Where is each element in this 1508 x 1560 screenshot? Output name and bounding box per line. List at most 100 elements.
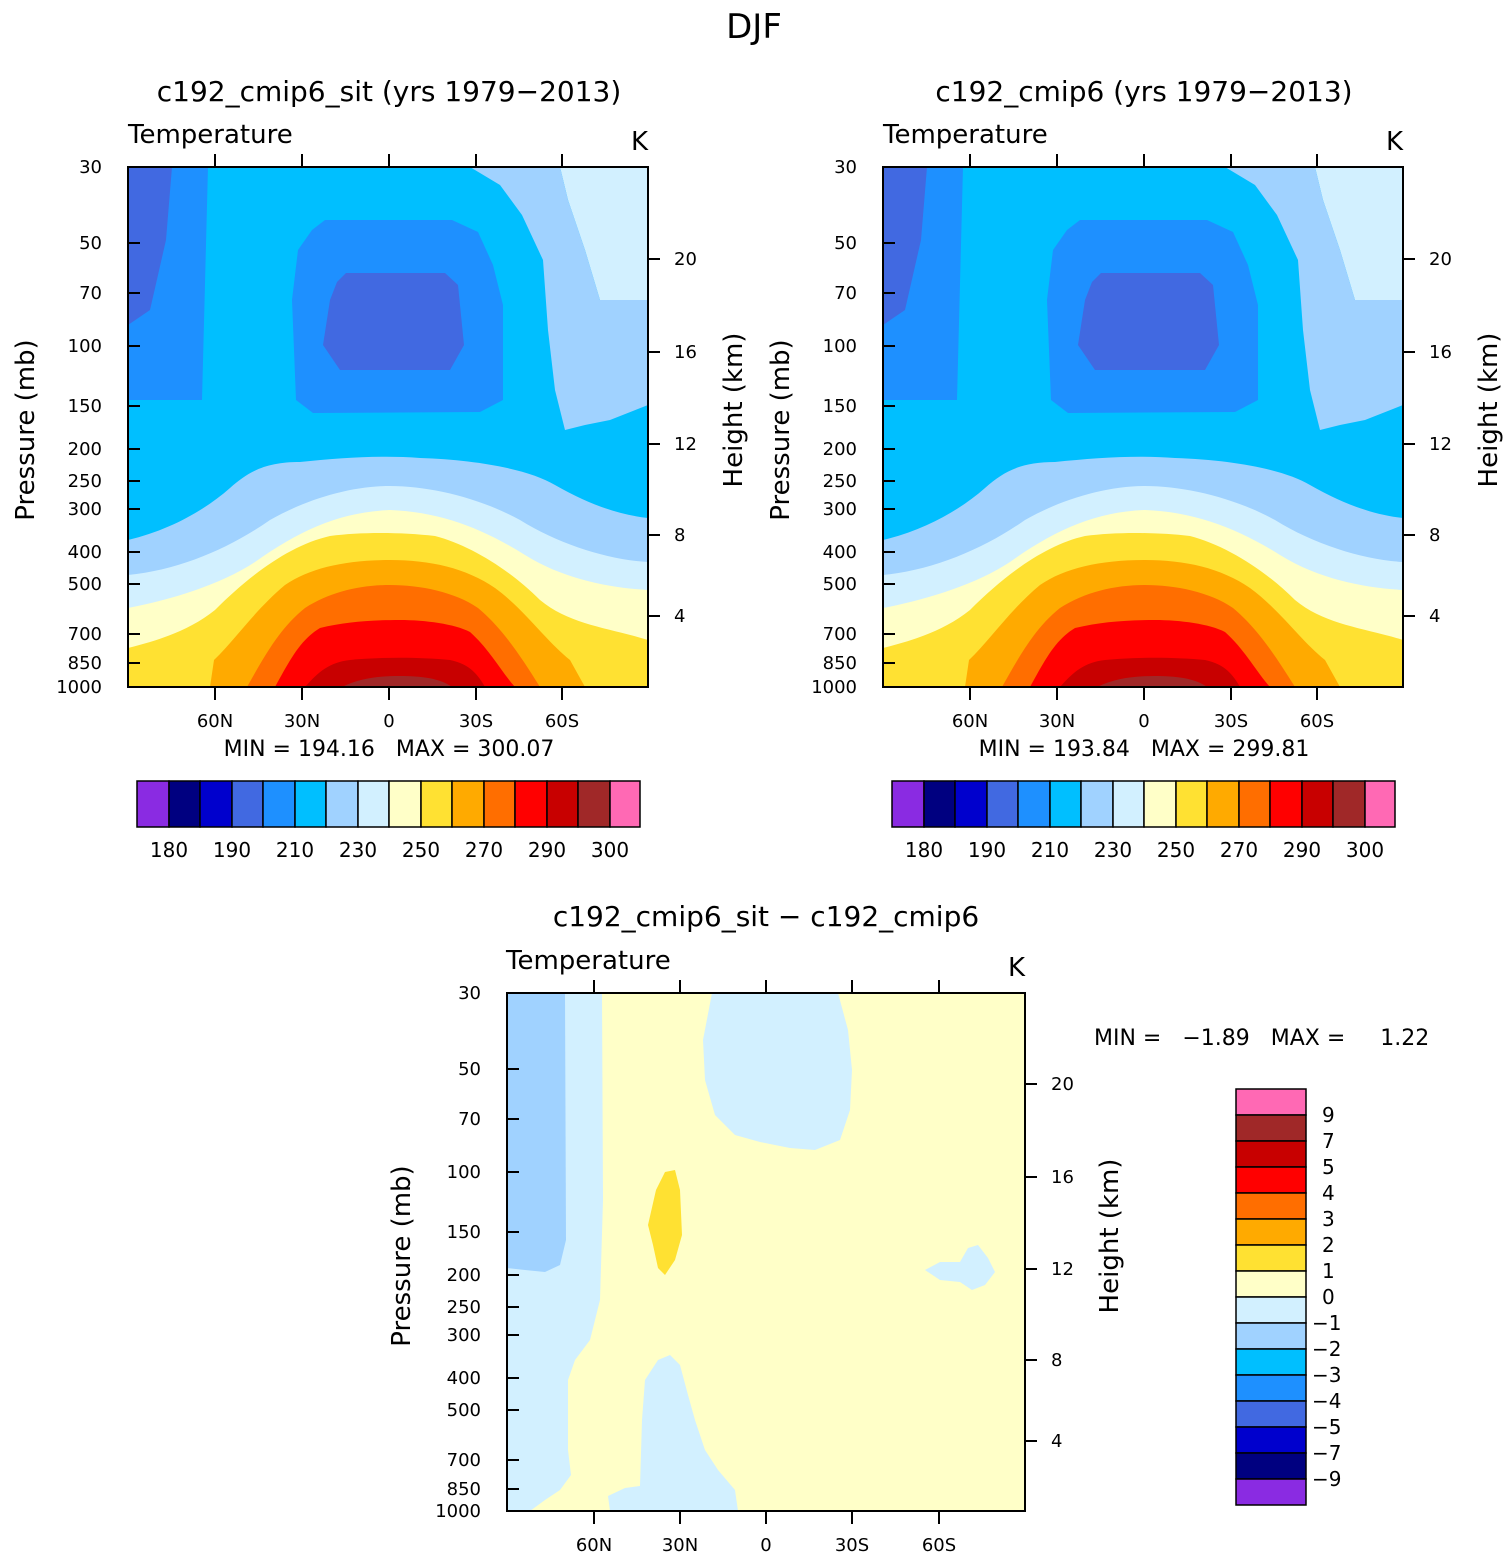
panel-2-units: K <box>1386 127 1404 157</box>
colorbar-label: 230 <box>1094 838 1132 862</box>
panel-2-subtitle: Temperature <box>882 120 1048 150</box>
colorbar-swatch <box>262 780 296 828</box>
colorbar-swatch <box>1235 1452 1307 1480</box>
panel-2-tick-marks <box>883 154 1415 700</box>
contour-band <box>342 676 452 687</box>
pressure-tick-label: 100 <box>68 336 102 357</box>
panel-2-stats: MIN = 193.84 MAX = 299.81 <box>979 737 1310 762</box>
contour-band <box>1060 657 1240 687</box>
lat-tick-label: 30S <box>459 711 493 732</box>
colorbar-label: 5 <box>1322 1155 1335 1179</box>
pressure-tick-label: 30 <box>834 157 857 178</box>
panel-1-stats: MIN = 194.16 MAX = 300.07 <box>224 737 555 762</box>
panel-1-title: c192_cmip6_sit (yrs 1979−2013) <box>157 75 622 108</box>
colorbar-label: −2 <box>1312 1337 1341 1361</box>
colorbar-label: 250 <box>402 838 440 862</box>
height-tick-label: 4 <box>1429 606 1440 627</box>
panel-2-colorbar <box>891 780 1396 828</box>
panel-3-y2label: Height (km) <box>1095 1159 1125 1314</box>
colorbar-swatch <box>1235 1270 1307 1298</box>
pressure-tick-label: 1000 <box>56 677 102 698</box>
panel-1-height-labels: 20 16 12 8 4 <box>674 249 697 627</box>
pressure-tick-label: 250 <box>68 471 102 492</box>
contour-band <box>925 1245 995 1290</box>
pressure-tick-label: 850 <box>823 653 857 674</box>
colorbar-swatch <box>1235 1374 1307 1402</box>
panel-2-colorbar-labels: 180 190 210 230 250 270 290 300 <box>905 838 1384 862</box>
lat-tick-label: 30S <box>835 1535 869 1556</box>
height-tick-label: 20 <box>1429 249 1452 270</box>
panel-3-contour-fills <box>507 993 1025 1511</box>
contour-band <box>507 993 566 1272</box>
colorbar-label: −7 <box>1312 1441 1341 1465</box>
pressure-tick-label: 500 <box>447 1400 481 1421</box>
colorbar-label: −5 <box>1312 1415 1341 1439</box>
pressure-tick-label: 700 <box>823 624 857 645</box>
height-tick-label: 16 <box>1051 1167 1074 1188</box>
colorbar-label: 180 <box>905 838 943 862</box>
panel-3-colorbar <box>1235 1088 1307 1506</box>
colorbar-swatch <box>451 780 485 828</box>
lat-tick-label: 30S <box>1214 711 1248 732</box>
colorbar-swatch <box>199 780 233 828</box>
colorbar-swatch <box>483 780 516 828</box>
panel-1-ylabel: Pressure (mb) <box>11 339 41 520</box>
colorbar-swatch <box>1017 780 1051 828</box>
lat-tick-label: 60S <box>922 1535 956 1556</box>
panel-3-stats: MIN = −1.89 MAX = 1.22 <box>1094 1026 1429 1051</box>
colorbar-label: 230 <box>339 838 377 862</box>
colorbar-label: 210 <box>276 838 314 862</box>
colorbar-swatch <box>1235 1244 1307 1272</box>
height-tick-label: 12 <box>1051 1259 1074 1280</box>
pressure-tick-label: 50 <box>79 233 102 254</box>
panel-1-pressure-labels: 30 50 70 100 150 200 250 300 400 500 700… <box>56 157 102 698</box>
colorbar-label: −4 <box>1312 1389 1341 1413</box>
pressure-tick-label: 850 <box>68 653 102 674</box>
pressure-tick-label: 850 <box>447 1479 481 1500</box>
panel-3-height-labels: 20 16 12 8 4 <box>1051 1074 1074 1452</box>
colorbar-swatch <box>1235 1166 1307 1194</box>
panel-3-lat-labels: 60N 30N 0 30S 60S <box>576 1535 956 1556</box>
lat-tick-label: 0 <box>383 711 394 732</box>
colorbar-swatch <box>891 780 925 828</box>
colorbar-swatch <box>136 780 170 828</box>
colorbar-swatch <box>357 780 390 828</box>
pressure-tick-label: 200 <box>68 439 102 460</box>
panel-1-contour-fills <box>128 167 648 687</box>
contour-band <box>648 1170 682 1275</box>
pressure-tick-label: 400 <box>823 542 857 563</box>
colorbar-swatch <box>577 780 611 828</box>
colorbar-label: 300 <box>1346 838 1384 862</box>
pressure-tick-label: 500 <box>68 574 102 595</box>
colorbar-swatch <box>954 780 988 828</box>
panel-3-units: K <box>1008 953 1026 983</box>
panel-3-subtitle: Temperature <box>505 946 671 976</box>
lat-tick-label: 0 <box>1138 711 1149 732</box>
page-title: DJF <box>726 7 782 47</box>
colorbar-swatch <box>1206 780 1240 828</box>
colorbar-swatch <box>325 780 359 828</box>
pressure-tick-label: 200 <box>823 439 857 460</box>
colorbar-swatch <box>1175 780 1208 828</box>
contour-band <box>608 1355 738 1511</box>
colorbar-swatch <box>1080 780 1114 828</box>
colorbar-label: 250 <box>1157 838 1195 862</box>
colorbar-label: 2 <box>1322 1233 1335 1257</box>
colorbar-swatch <box>168 780 201 828</box>
pressure-tick-label: 500 <box>823 574 857 595</box>
panel-1-colorbar <box>136 780 641 828</box>
height-tick-label: 4 <box>1051 1431 1062 1452</box>
panel-2-lat-labels: 60N 30N 0 30S 60S <box>952 711 1334 732</box>
colorbar-label: 4 <box>1322 1181 1335 1205</box>
panel-3: c192_cmip6_sit − c192_cmip6 Temperature … <box>387 900 1429 1556</box>
contour-band <box>470 167 648 430</box>
lat-tick-label: 60N <box>576 1535 612 1556</box>
panel-2-y2label: Height (km) <box>1474 333 1504 488</box>
colorbar-label: 300 <box>591 838 629 862</box>
contour-band <box>1097 676 1207 687</box>
panel-1-y2label: Height (km) <box>719 333 749 488</box>
colorbar-label: −1 <box>1312 1311 1341 1335</box>
colorbar-swatch <box>1235 1426 1307 1454</box>
colorbar-swatch <box>1301 780 1334 828</box>
panel-2-title: c192_cmip6 (yrs 1979−2013) <box>935 75 1352 108</box>
